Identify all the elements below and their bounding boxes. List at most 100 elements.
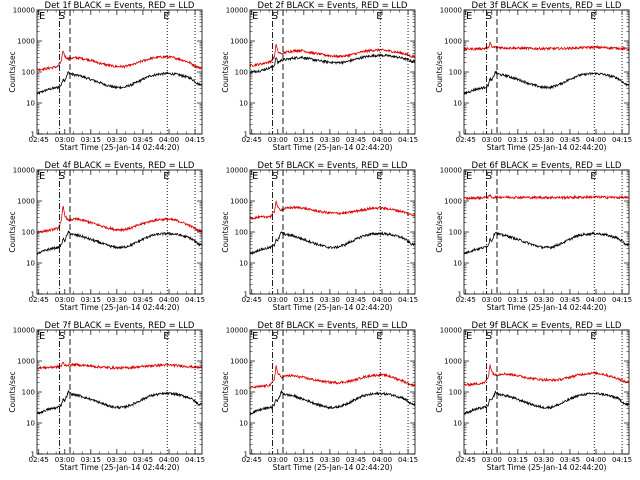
flag-label: E xyxy=(376,171,382,182)
x-tick-label: 04:00 xyxy=(159,136,179,144)
flag-label: S xyxy=(272,171,278,182)
series-events xyxy=(463,390,630,416)
flag-label: S xyxy=(59,11,65,22)
x-axis-label: Start Time (25-Jan-14 02:44:20) xyxy=(487,303,607,312)
panel-title: Det 7f BLACK = Events, RED = LLD xyxy=(45,321,195,331)
y-tick-label: 100 xyxy=(449,229,462,237)
y-tick-label: 10000 xyxy=(226,167,248,175)
y-tick-label: 100 xyxy=(22,229,35,237)
y-axis-label: Counts/sec xyxy=(221,51,230,92)
y-axis-label: Counts/sec xyxy=(435,211,444,252)
y-tick-label: 1 xyxy=(31,451,35,459)
y-tick-label: 100 xyxy=(235,69,248,77)
y-tick-label: 10 xyxy=(239,420,248,428)
x-tick-label: 04:00 xyxy=(372,456,392,464)
plot-frame xyxy=(463,329,630,455)
x-axis-label: Start Time (25-Jan-14 02:44:20) xyxy=(273,143,393,152)
x-tick-label: 02:45 xyxy=(242,296,262,304)
y-tick-label: 100 xyxy=(22,389,35,397)
series-events xyxy=(36,389,203,415)
y-tick-label: 10000 xyxy=(226,7,248,15)
flag-label: S xyxy=(59,331,65,342)
y-tick-label: 1000 xyxy=(17,38,35,46)
x-tick-label: 02:45 xyxy=(29,136,49,144)
flag-label: E xyxy=(466,171,472,182)
plot-frame xyxy=(36,9,203,135)
flag-label: E xyxy=(376,331,382,342)
x-tick-label: 03:00 xyxy=(55,456,75,464)
y-tick-label: 100 xyxy=(449,69,462,77)
flag-label: S xyxy=(272,11,278,22)
x-tick-label: 04:15 xyxy=(185,136,205,144)
y-tick-label: 1000 xyxy=(17,198,35,206)
series-lld xyxy=(463,363,630,388)
plot-frame xyxy=(36,329,203,455)
flag-label: E xyxy=(376,11,382,22)
y-tick-label: 10 xyxy=(26,260,35,268)
y-axis-label: Counts/sec xyxy=(435,371,444,412)
series-lld xyxy=(36,205,203,234)
flag-label: E xyxy=(466,331,472,342)
x-tick-label: 03:45 xyxy=(560,136,580,144)
plot-frame xyxy=(463,169,630,295)
series-events xyxy=(249,53,416,74)
y-tick-label: 100 xyxy=(449,389,462,397)
y-tick-label: 100 xyxy=(22,69,35,77)
flag-label: E xyxy=(39,331,45,342)
series-events xyxy=(36,71,203,95)
panel-title: Det 9f BLACK = Events, RED = LLD xyxy=(472,321,622,331)
y-tick-label: 1000 xyxy=(230,38,248,46)
y-tick-label: 10000 xyxy=(226,327,248,335)
y-tick-label: 10000 xyxy=(440,7,462,15)
x-axis-label: Start Time (25-Jan-14 02:44:20) xyxy=(273,303,393,312)
x-tick-label: 04:15 xyxy=(398,296,418,304)
x-tick-label: 03:30 xyxy=(107,296,127,304)
y-tick-label: 1000 xyxy=(230,358,248,366)
x-tick-label: 03:15 xyxy=(81,296,101,304)
x-tick-label: 03:15 xyxy=(294,296,314,304)
x-tick-label: 03:45 xyxy=(346,136,366,144)
y-axis-label: Counts/sec xyxy=(8,51,17,92)
flag-label: E xyxy=(252,171,258,182)
x-tick-label: 03:15 xyxy=(508,136,528,144)
x-axis-label: Start Time (25-Jan-14 02:44:20) xyxy=(60,463,180,472)
y-tick-label: 1000 xyxy=(444,38,462,46)
x-tick-label: 03:15 xyxy=(294,136,314,144)
x-tick-label: 03:45 xyxy=(560,296,580,304)
x-axis-label: Start Time (25-Jan-14 02:44:20) xyxy=(273,463,393,472)
flag-label: E xyxy=(39,171,45,182)
series-lld xyxy=(463,41,630,52)
x-axis-label: Start Time (25-Jan-14 02:44:20) xyxy=(487,463,607,472)
x-tick-label: 02:45 xyxy=(456,456,476,464)
y-tick-label: 100 xyxy=(235,389,248,397)
x-tick-label: 04:15 xyxy=(398,456,418,464)
x-tick-label: 02:45 xyxy=(29,456,49,464)
flag-label: S xyxy=(59,171,65,182)
flag-label: S xyxy=(486,331,492,342)
y-tick-label: 10000 xyxy=(13,167,35,175)
x-tick-label: 02:45 xyxy=(456,296,476,304)
x-tick-label: 04:00 xyxy=(372,136,392,144)
flag-label: E xyxy=(252,11,258,22)
y-tick-label: 1000 xyxy=(17,358,35,366)
series-lld xyxy=(249,43,416,68)
y-tick-label: 10000 xyxy=(440,167,462,175)
flag-label: E xyxy=(466,11,472,22)
y-tick-label: 1 xyxy=(244,131,248,139)
y-tick-label: 10 xyxy=(239,100,248,108)
x-tick-label: 03:30 xyxy=(534,296,554,304)
series-events xyxy=(463,70,630,96)
panel-title: Det 6f BLACK = Events, RED = LLD xyxy=(472,161,622,171)
x-tick-label: 04:00 xyxy=(586,136,606,144)
x-axis-label: Start Time (25-Jan-14 02:44:20) xyxy=(487,143,607,152)
y-tick-label: 1000 xyxy=(444,198,462,206)
y-tick-label: 10 xyxy=(453,260,462,268)
x-tick-label: 04:15 xyxy=(185,456,205,464)
x-tick-label: 03:00 xyxy=(55,296,75,304)
x-tick-label: 03:15 xyxy=(508,456,528,464)
x-tick-label: 03:30 xyxy=(534,136,554,144)
flag-label: E xyxy=(39,11,45,22)
x-tick-label: 03:00 xyxy=(268,296,288,304)
x-tick-label: 03:00 xyxy=(482,136,502,144)
